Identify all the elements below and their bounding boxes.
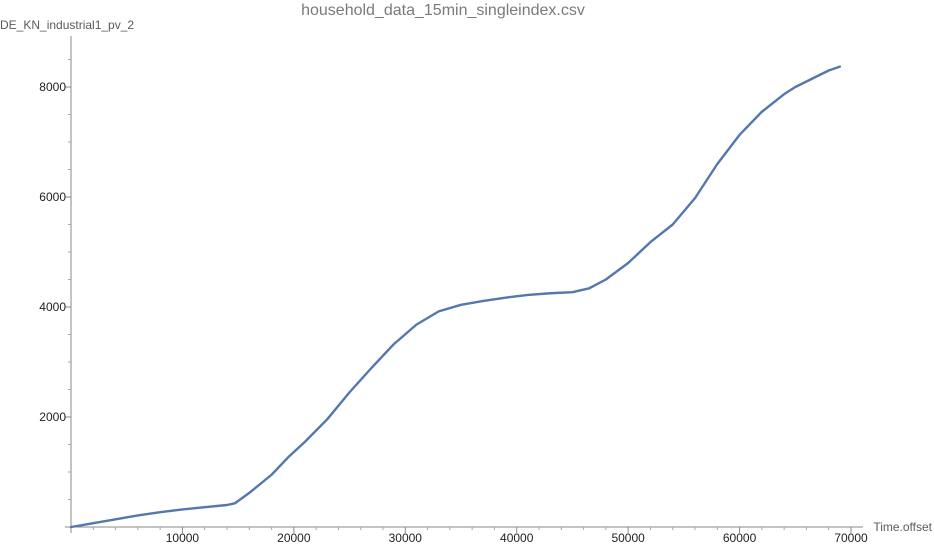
x-tick-label: 20000 (277, 531, 311, 545)
tick-labels: 10000 20000 30000 40000 50000 60000 70000 2000 4… (39, 80, 868, 545)
y-tick-label: 4000 (39, 300, 66, 314)
x-tick-label: 70000 (834, 531, 868, 545)
x-tick-label: 60000 (723, 531, 757, 545)
x-tick-label: 30000 (389, 531, 423, 545)
x-tick-label: 40000 (500, 531, 534, 545)
x-tick-label: 50000 (611, 531, 645, 545)
chart-title: household_data_15min_singleindex.csv (301, 2, 585, 19)
y-axis-label: DE_KN_industrial1_pv_2 (0, 18, 134, 32)
y-tick-label: 2000 (39, 410, 66, 424)
x-axis-label: Time.offset (873, 520, 932, 534)
minor-ticks (68, 59, 830, 530)
x-tick-label: 10000 (166, 531, 200, 545)
series-group (69, 65, 842, 529)
y-tick-label: 6000 (39, 190, 66, 204)
series-line-0 (69, 65, 842, 529)
y-tick-label: 8000 (39, 80, 66, 94)
major-ticks (65, 86, 852, 533)
